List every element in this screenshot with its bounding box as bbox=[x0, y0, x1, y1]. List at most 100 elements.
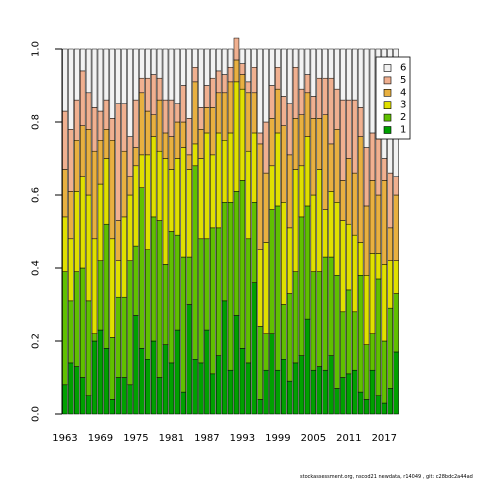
bar-2006-age-3 bbox=[316, 169, 322, 272]
bar-1993-age-5 bbox=[239, 63, 246, 75]
bar-1999-age-1 bbox=[275, 369, 281, 415]
bar-1974-age-1 bbox=[127, 384, 133, 415]
bar-2001-age-6 bbox=[286, 48, 293, 104]
bar-1999-age-3 bbox=[275, 132, 281, 207]
bar-1983-age-6 bbox=[180, 48, 186, 86]
bar-1987-age-3 bbox=[204, 132, 210, 240]
bar-2001-age-2 bbox=[286, 293, 293, 382]
bar-1984-age-6 bbox=[186, 48, 192, 119]
bar-1981-age-6 bbox=[168, 48, 175, 101]
bar-2017-age-2 bbox=[381, 340, 388, 404]
bar-1975-age-3 bbox=[133, 165, 139, 247]
bar-1973-age-3 bbox=[121, 216, 127, 298]
bar-2003-age-1 bbox=[298, 355, 305, 415]
bar-1970-age-2 bbox=[103, 223, 110, 349]
bar-2012-age-6 bbox=[352, 48, 358, 101]
bar-1976-age-5 bbox=[139, 77, 145, 94]
bar-1997-age-1 bbox=[263, 369, 269, 415]
bar-1964-age-2 bbox=[68, 300, 74, 364]
bar-1995-age-1 bbox=[251, 282, 257, 415]
bar-1978-age-2 bbox=[150, 216, 157, 342]
bar-1994-age-6 bbox=[245, 48, 252, 83]
bar-2010-age-2 bbox=[340, 311, 346, 378]
bar-2013-age-6 bbox=[357, 48, 364, 108]
bar-2002-age-5 bbox=[292, 67, 299, 119]
bar-1991-age-3 bbox=[227, 132, 234, 203]
bar-1981-age-5 bbox=[168, 99, 175, 137]
y-tick-label-0.2: 0.2 bbox=[31, 333, 42, 349]
bar-2014-age-2 bbox=[363, 344, 370, 400]
bar-2007-age-2 bbox=[322, 256, 328, 371]
x-tick-label-1987: 1987 bbox=[194, 433, 219, 444]
legend-swatch-3 bbox=[383, 101, 392, 109]
bar-1970-age-6 bbox=[103, 48, 110, 101]
legend-label-4: 4 bbox=[400, 87, 406, 98]
bar-1977-age-4 bbox=[145, 110, 151, 156]
bar-1997-age-6 bbox=[263, 48, 269, 123]
bar-1982-age-5 bbox=[174, 103, 181, 123]
bar-1976-age-1 bbox=[139, 348, 145, 415]
bar-1966-age-4 bbox=[79, 125, 86, 177]
bar-2007-age-1 bbox=[322, 369, 328, 415]
x-tick-label-1969: 1969 bbox=[88, 433, 113, 444]
bar-2017-age-1 bbox=[381, 402, 388, 415]
bar-1965-age-1 bbox=[74, 366, 80, 415]
bar-1980-age-5 bbox=[162, 99, 169, 134]
bar-1997-age-3 bbox=[263, 242, 269, 334]
bar-2000-age-6 bbox=[281, 48, 287, 97]
bar-1972-age-4 bbox=[115, 220, 121, 261]
bar-1978-age-3 bbox=[150, 136, 157, 218]
bar-1981-age-1 bbox=[168, 362, 175, 415]
bar-2003-age-2 bbox=[298, 216, 305, 356]
bar-1984-age-4 bbox=[186, 154, 192, 170]
bar-1979-age-1 bbox=[156, 377, 163, 415]
legend: 654 32 1 bbox=[375, 56, 411, 140]
bar-1964-age-6 bbox=[68, 48, 74, 130]
bar-1965-age-3 bbox=[74, 191, 80, 272]
bar-1994-age-4 bbox=[245, 92, 252, 152]
bar-2006-age-2 bbox=[316, 271, 322, 367]
bar-1989-age-1 bbox=[215, 355, 222, 415]
bar-2013-age-4 bbox=[357, 136, 364, 243]
y-tick-label-0.4: 0.4 bbox=[31, 260, 42, 276]
bar-2018-age-2 bbox=[387, 307, 393, 389]
bar-1966-age-5 bbox=[79, 70, 86, 126]
bar-1970-age-3 bbox=[103, 158, 110, 225]
bar-1999-age-2 bbox=[275, 205, 281, 371]
bar-1968-age-6 bbox=[91, 48, 98, 108]
legend-swatch-6 bbox=[383, 64, 392, 72]
x-tick-label-1999: 1999 bbox=[265, 433, 290, 444]
x-tick-label-1993: 1993 bbox=[230, 433, 255, 444]
x-tick-label-1963: 1963 bbox=[52, 433, 77, 444]
bar-2008-age-3 bbox=[328, 191, 334, 258]
bar-1983-age-4 bbox=[180, 121, 186, 148]
bar-2015-age-4 bbox=[369, 180, 376, 254]
bar-1971-age-6 bbox=[109, 48, 115, 119]
bar-1983-age-5 bbox=[180, 85, 186, 123]
bar-1970-age-1 bbox=[103, 348, 110, 415]
bar-2012-age-3 bbox=[352, 234, 358, 313]
x-tick-label-1981: 1981 bbox=[159, 433, 184, 444]
bar-1998-age-1 bbox=[269, 333, 275, 415]
bar-1969-age-4 bbox=[97, 140, 104, 185]
bar-1982-age-1 bbox=[174, 329, 181, 415]
bar-1988-age-3 bbox=[210, 154, 216, 229]
bar-2004-age-5 bbox=[304, 74, 311, 94]
bar-2019-age-2 bbox=[393, 293, 399, 353]
bar-2001-age-4 bbox=[286, 154, 293, 229]
bar-1989-age-2 bbox=[215, 227, 222, 356]
bar-1966-age-1 bbox=[79, 377, 86, 415]
bar-1997-age-4 bbox=[263, 172, 269, 243]
bar-1967-age-2 bbox=[85, 300, 92, 397]
x-tick-label-2011: 2011 bbox=[336, 433, 361, 444]
bar-2002-age-1 bbox=[292, 362, 299, 415]
bar-1974-age-6 bbox=[127, 48, 133, 137]
bar-1983-age-3 bbox=[180, 147, 186, 258]
bar-1964-age-1 bbox=[68, 362, 74, 415]
bar-1988-age-4 bbox=[210, 107, 216, 156]
bar-1967-age-3 bbox=[85, 194, 92, 302]
bar-1989-age-4 bbox=[215, 92, 222, 134]
bar-2006-age-5 bbox=[316, 77, 322, 119]
legend-label-2: 2 bbox=[400, 112, 406, 123]
bar-1994-age-5 bbox=[245, 81, 252, 94]
